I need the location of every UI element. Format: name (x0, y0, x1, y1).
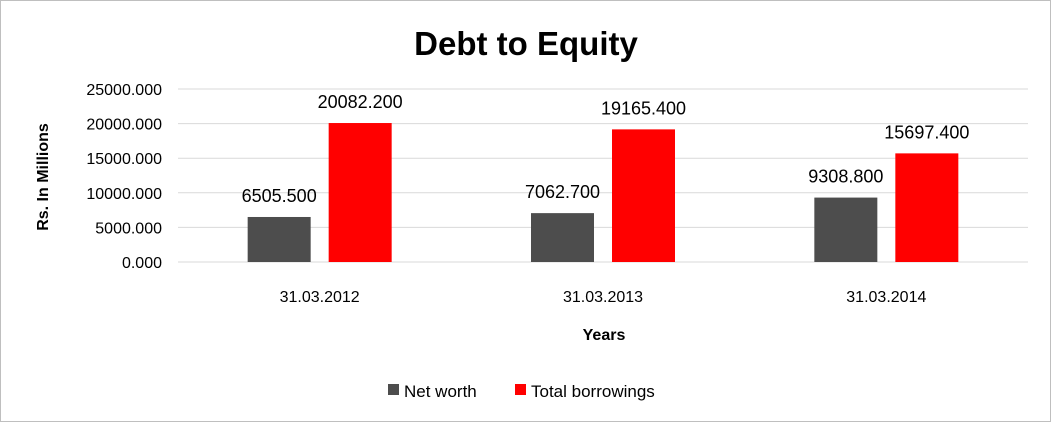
x-tick-layer: 31.03.2012 31.03.2013 31.03.2014 (280, 289, 927, 306)
y-tick-label: 0.000 (122, 255, 162, 272)
grid-layer (178, 88, 1028, 263)
y-tick-label: 10000.000 (86, 186, 162, 203)
bar-total-borrowings (612, 129, 675, 262)
legend-swatch (515, 384, 526, 395)
data-label: 7062.700 (525, 182, 600, 202)
data-label: 19165.400 (601, 98, 686, 118)
legend-label: Net worth (404, 382, 477, 401)
x-axis-title: Years (583, 327, 626, 344)
y-tick-label: 20000.000 (86, 117, 162, 134)
y-tick-label: 25000.000 (86, 82, 162, 99)
y-tick-label: 5000.000 (95, 220, 162, 237)
bar-net-worth (531, 213, 594, 262)
chart-title: Debt to Equity (414, 25, 638, 62)
x-tick-label: 31.03.2012 (280, 289, 360, 306)
bar-net-worth (814, 197, 878, 262)
x-tick-label: 31.03.2013 (563, 289, 643, 306)
bar-net-worth (247, 216, 311, 262)
legend-label: Total borrowings (531, 382, 655, 401)
legend: Net worth Total borrowings (388, 382, 655, 401)
legend-swatch (388, 384, 399, 395)
bar-layer (247, 123, 959, 262)
data-label: 20082.200 (318, 92, 403, 112)
bar-total-borrowings (328, 123, 392, 262)
x-tick-label: 31.03.2014 (846, 289, 926, 306)
y-axis-title: Rs. In Millions (35, 123, 52, 231)
y-tick-layer: 0.000 5000.000 10000.000 15000.000 20000.000… (86, 82, 162, 272)
data-label: 9308.800 (808, 167, 883, 187)
data-label-layer: 6505.500 20082.200 7062.700 19165.400 9308.8… (242, 92, 970, 206)
bar-total-borrowings (895, 153, 959, 262)
y-tick-label: 15000.000 (86, 151, 162, 168)
data-label: 6505.500 (242, 186, 317, 206)
data-label: 15697.400 (884, 122, 969, 142)
